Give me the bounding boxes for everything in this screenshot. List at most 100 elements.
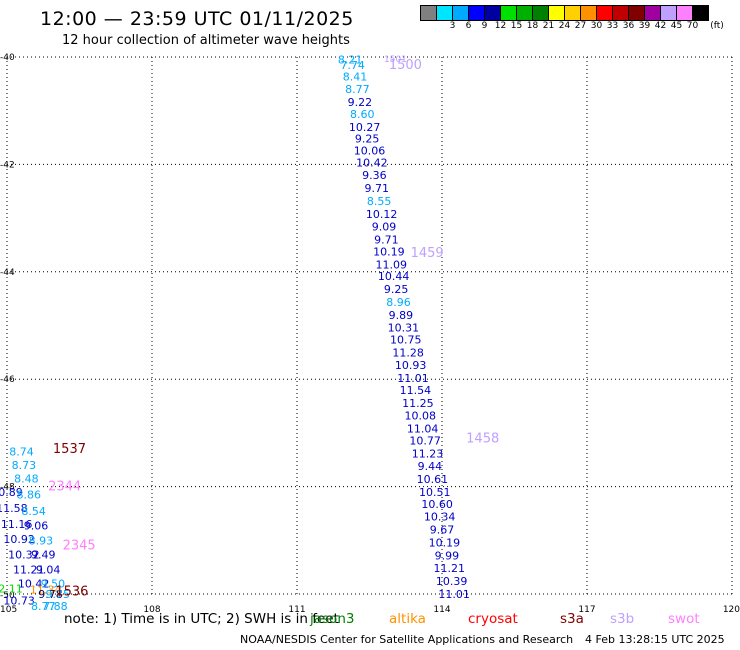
- color-scale-tick: 6: [465, 21, 472, 31]
- swh-label: 10.61: [417, 473, 449, 486]
- swh-label: 9.67: [430, 524, 455, 537]
- color-swatch: [692, 5, 709, 21]
- color-scale-tick: 9: [481, 21, 488, 31]
- swh-label: 9.25: [355, 133, 380, 146]
- pass-time-label: 1501: [384, 55, 407, 65]
- pass-time-label: 1459: [411, 246, 444, 261]
- swh-label: 11.23: [412, 447, 444, 460]
- swh-label: 11.09: [376, 258, 408, 271]
- swh-label: 10.92: [3, 533, 35, 546]
- color-scale-tick: 42: [654, 21, 667, 31]
- swh-label: 10.19: [429, 536, 461, 549]
- swh-label: 10.42: [356, 156, 388, 169]
- swh-label: 8.48: [14, 473, 39, 486]
- swh-label: 11.01: [438, 588, 470, 601]
- color-scale-tick: 36: [622, 21, 635, 31]
- color-scale-tick: 70: [686, 21, 699, 31]
- y-tick-label: -40: [0, 53, 15, 63]
- swh-label: 9.89: [389, 309, 414, 322]
- swh-label: 9.71: [374, 234, 399, 247]
- swh-label: 8.77: [345, 83, 370, 96]
- y-tick-label: -50: [0, 591, 15, 601]
- swh-label: 10.75: [390, 333, 422, 346]
- swh-label: 11.21: [434, 562, 466, 575]
- swh-label: 10.27: [349, 121, 381, 134]
- x-tick-label: 105: [0, 605, 17, 615]
- y-tick-label: -46: [0, 375, 15, 385]
- swh-label: 9.09: [372, 221, 397, 234]
- pass-time-label: 2344: [48, 480, 81, 495]
- swh-label: 9.22: [348, 96, 373, 109]
- swh-label: 8.54: [21, 505, 46, 518]
- y-tick-label: -48: [0, 483, 15, 493]
- swh-label: 8.41: [343, 70, 368, 83]
- swh-label: 8.21: [338, 54, 363, 67]
- swh-label: 11.25: [402, 397, 434, 410]
- x-tick-label: 117: [578, 605, 595, 615]
- swh-label: 7.88: [43, 600, 68, 613]
- color-scale-tick: 24: [558, 21, 571, 31]
- swh-label: 10.08: [405, 410, 437, 423]
- swh-label: 9.25: [384, 283, 409, 296]
- swh-label: 10.31: [388, 322, 420, 335]
- swh-label: 9.44: [418, 460, 443, 473]
- legend-item-s3b: s3b: [610, 611, 635, 627]
- color-scale-unit: (ft): [710, 21, 724, 31]
- credit-line: NOAA/NESDIS Center for Satellite Applica…: [240, 633, 574, 646]
- pass-time-label: 1537: [53, 442, 86, 457]
- pass-time-label: 1458: [466, 431, 499, 446]
- swh-label: 8.93: [29, 534, 54, 547]
- swh-label: 9.71: [365, 182, 390, 195]
- color-scale-tick: 39: [638, 21, 651, 31]
- color-scale-tick: 27: [574, 21, 587, 31]
- chart-title: 12:00 — 23:59 UTC 01/11/2025: [40, 8, 354, 30]
- swh-label: 10.73: [3, 594, 35, 607]
- swh-label: 8.77: [31, 600, 56, 613]
- swh-label: 11.54: [400, 384, 432, 397]
- legend-item-swot: swot: [668, 611, 700, 627]
- pass-time-label: 2345: [63, 539, 96, 554]
- legend-item-cryosat: cryosat: [468, 611, 518, 627]
- swh-label: 11.28: [392, 346, 424, 359]
- swh-label: 8.73: [12, 459, 37, 472]
- swh-label: 9.75: [46, 588, 71, 601]
- swh-label: 10.12: [366, 208, 398, 221]
- x-tick-label: 120: [723, 605, 740, 615]
- swh-label: 10.06: [354, 144, 386, 157]
- legend-item-s3a: s3a: [560, 611, 584, 627]
- swh-label: 9.99: [435, 549, 460, 562]
- swh-label: 10.19: [373, 245, 405, 258]
- swh-label: 9.49: [31, 548, 56, 561]
- swh-label: 8.86: [17, 489, 42, 502]
- swh-label: 11.21: [13, 563, 45, 576]
- swh-label: 10.42: [18, 577, 50, 590]
- swh-label: 7.74: [340, 59, 365, 72]
- x-tick-label: 114: [433, 605, 450, 615]
- swh-label: 11.34: [30, 584, 62, 597]
- swh-label: 10.89: [0, 486, 23, 499]
- color-scale-bar: [420, 5, 709, 21]
- x-tick-label: 108: [143, 605, 160, 615]
- legend-item-altika: altika: [389, 611, 426, 627]
- pass-time-label: 1536: [55, 584, 88, 599]
- swh-label: 10.77: [409, 434, 441, 447]
- swh-label: 11.16: [1, 518, 33, 531]
- swh-label: 8.96: [386, 296, 411, 309]
- swh-label: 10.44: [378, 270, 410, 283]
- color-scale-tick: 18: [526, 21, 539, 31]
- swh-label: 9.78: [38, 588, 63, 601]
- swh-label: 9.06: [24, 519, 49, 532]
- y-tick-label: -42: [0, 160, 15, 170]
- color-scale-tick: 12: [494, 21, 507, 31]
- swh-label: 10.32: [8, 548, 40, 561]
- swh-label: 11.04: [407, 423, 439, 436]
- swh-label: 10.51: [419, 486, 451, 499]
- chart-subtitle: 12 hour collection of altimeter wave hei…: [62, 33, 350, 48]
- color-scale-tick: 21: [542, 21, 555, 31]
- color-scale-tick: 3: [449, 21, 456, 31]
- swh-label: 10.39: [436, 575, 468, 588]
- swh-label: 9.36: [362, 169, 387, 182]
- swh-label: 10.93: [395, 359, 427, 372]
- swh-label: 10.60: [421, 498, 453, 511]
